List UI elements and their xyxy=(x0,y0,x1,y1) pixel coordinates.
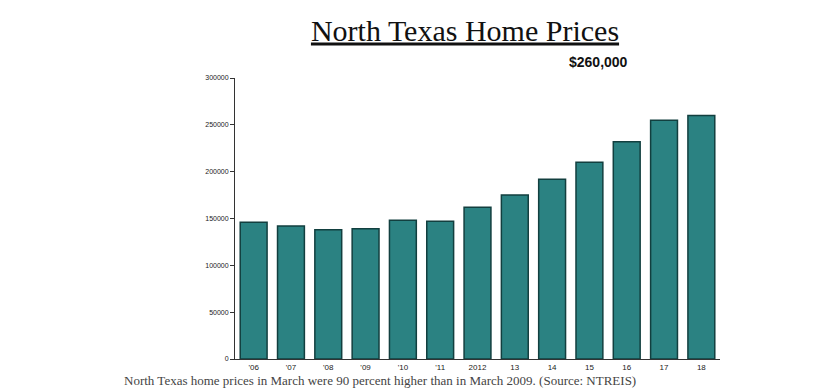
svg-text:'11: '11 xyxy=(435,363,445,372)
svg-text:50000: 50000 xyxy=(209,309,229,316)
svg-text:'07: '07 xyxy=(286,363,297,372)
svg-text:150000: 150000 xyxy=(205,215,228,222)
svg-text:16: 16 xyxy=(622,363,631,372)
svg-text:14: 14 xyxy=(548,363,557,372)
svg-text:13: 13 xyxy=(510,363,519,372)
svg-text:'08: '08 xyxy=(323,363,334,372)
svg-text:300000: 300000 xyxy=(205,74,228,81)
svg-text:North Texas home prices in Mar: North Texas home prices in March were 90… xyxy=(124,373,636,388)
svg-text:0: 0 xyxy=(225,355,229,362)
svg-text:$260,000: $260,000 xyxy=(569,54,628,70)
svg-text:North Texas Home Prices: North Texas Home Prices xyxy=(311,14,619,47)
svg-text:17: 17 xyxy=(660,363,669,372)
svg-text:'06: '06 xyxy=(248,363,259,372)
svg-text:2012: 2012 xyxy=(469,363,487,372)
svg-text:250000: 250000 xyxy=(205,121,228,128)
svg-text:100000: 100000 xyxy=(205,262,228,269)
svg-text:200000: 200000 xyxy=(205,168,228,175)
svg-text:15: 15 xyxy=(585,363,594,372)
svg-text:'09: '09 xyxy=(360,363,371,372)
svg-text:18: 18 xyxy=(697,363,706,372)
svg-text:'10: '10 xyxy=(398,363,409,372)
